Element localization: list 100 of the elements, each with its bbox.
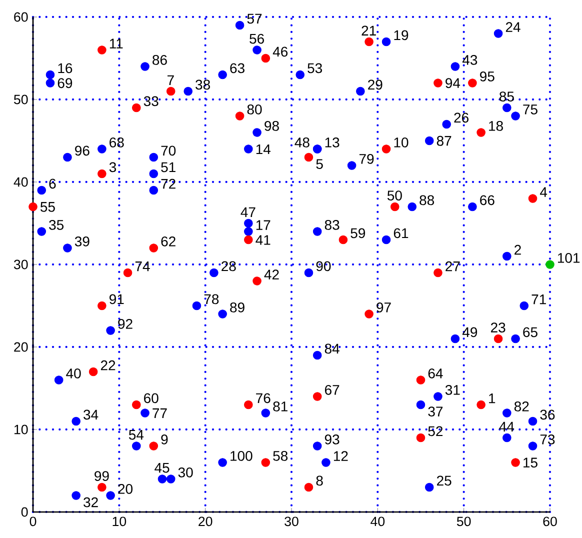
point [528, 194, 538, 203]
point [98, 301, 106, 310]
annotation: 14 [256, 144, 270, 154]
point [261, 458, 270, 467]
annotation: 3 [109, 162, 116, 172]
annotation: 75 [523, 104, 538, 114]
annotation: 90 [316, 261, 331, 272]
annotation: 36 [540, 410, 555, 420]
annotation: 18 [489, 120, 503, 131]
annotation: 89 [230, 302, 244, 312]
annotation: 26 [454, 112, 468, 123]
annotation: 83 [324, 220, 340, 230]
point [28, 202, 38, 212]
annotation: 97 [376, 302, 391, 312]
annotation: 57 [247, 14, 262, 24]
annotation: 6 [49, 178, 56, 189]
x-tick-label: 40 [370, 516, 385, 526]
annotation: 35 [49, 220, 64, 230]
point [123, 268, 132, 278]
annotation: 93 [324, 434, 340, 444]
annotation: 77 [152, 408, 167, 418]
annotation: 63 [230, 63, 244, 74]
point [546, 260, 554, 269]
annotation: 15 [524, 458, 538, 468]
annotation: 98 [264, 120, 279, 131]
annotation: 32 [84, 497, 98, 508]
point [98, 169, 106, 178]
annotation: 74 [135, 262, 150, 272]
annotation: 27 [446, 261, 460, 272]
annotation: 70 [161, 146, 176, 156]
annotation: 92 [118, 318, 132, 329]
annotation: 39 [74, 236, 90, 246]
point [476, 400, 486, 410]
point [235, 112, 244, 120]
point [149, 442, 158, 450]
annotation: 85 [500, 92, 514, 102]
annotation: 44 [499, 422, 514, 432]
point [338, 235, 348, 244]
annotation: 55 [40, 202, 55, 212]
point [304, 482, 314, 492]
point [244, 400, 253, 410]
point [494, 334, 503, 344]
annotation: 73 [540, 434, 555, 444]
point [364, 37, 374, 46]
annotation: 95 [480, 71, 494, 82]
annotation: 42 [264, 270, 279, 280]
y-tick-label: 10 [14, 424, 28, 434]
annotation: 68 [110, 137, 124, 148]
annotation: 47 [240, 207, 256, 217]
annotation: 33 [144, 96, 158, 106]
annotation: 94 [446, 78, 460, 88]
annotation: 30 [178, 467, 193, 478]
annotation: 13 [325, 137, 340, 148]
annotation: 16 [58, 63, 72, 74]
point [390, 202, 400, 212]
annotation: 64 [428, 368, 443, 378]
annotation: 7 [168, 75, 174, 85]
annotation: 52 [428, 426, 443, 436]
annotation: 31 [445, 384, 460, 395]
x-tick-label: 30 [284, 516, 298, 526]
point [98, 482, 106, 492]
y-tick-label: 20 [14, 342, 28, 352]
annotation: 86 [152, 54, 167, 65]
annotation: 12 [334, 451, 348, 461]
point [98, 46, 106, 54]
annotation: 40 [66, 368, 81, 378]
annotation: 62 [161, 236, 176, 246]
annotation: 37 [428, 406, 443, 416]
point [244, 235, 253, 244]
annotation: 72 [161, 178, 176, 189]
annotation: 99 [94, 471, 109, 481]
x-tick-label: 60 [543, 516, 557, 526]
annotation: 50 [387, 190, 402, 200]
x-tick-label: 50 [456, 516, 471, 526]
point [434, 78, 442, 88]
point [252, 276, 262, 286]
annotation: 80 [247, 104, 262, 114]
annotation: 38 [196, 80, 210, 90]
annotation: 46 [272, 46, 288, 57]
annotation: 21 [362, 26, 376, 36]
point [88, 367, 98, 376]
y-tick-label: 50 [14, 94, 28, 104]
annotation: 34 [84, 410, 98, 420]
annotation: 43 [462, 54, 478, 65]
annotation: 54 [128, 430, 144, 440]
annotation: 8 [316, 476, 323, 486]
annotation: 45 [154, 462, 170, 473]
point [166, 86, 176, 96]
y-tick-label: 0 [21, 507, 28, 517]
point [468, 78, 477, 88]
point [132, 103, 141, 112]
annotation: 84 [324, 344, 340, 354]
annotation: 65 [523, 327, 538, 338]
annotation: 96 [75, 146, 90, 156]
annotation: 82 [514, 401, 529, 412]
annotation: 49 [462, 327, 478, 338]
annotation: 91 [110, 294, 124, 304]
annotation: 25 [437, 476, 452, 486]
annotation: 56 [250, 34, 264, 44]
annotation: 100 [230, 450, 252, 461]
